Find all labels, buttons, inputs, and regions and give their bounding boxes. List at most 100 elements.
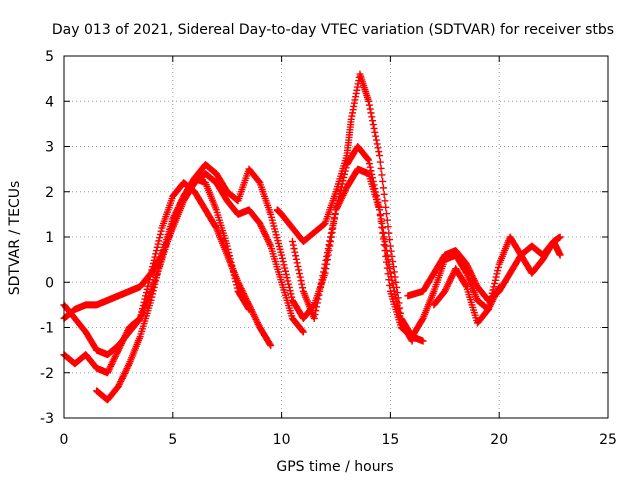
data-point-marker [389,258,397,266]
data-point-marker [369,117,377,125]
data-point-marker [441,287,449,295]
data-point-marker [418,316,426,324]
data-point-marker [125,361,133,369]
data-point-marker [389,280,397,288]
data-point-marker [262,232,270,240]
data-point-marker [261,231,269,239]
data-point-marker [124,363,132,371]
data-point-marker [292,255,300,263]
data-point-marker [119,373,127,381]
data-point-marker [148,293,156,301]
data-point-marker [382,252,390,260]
data-point-marker [337,195,345,203]
data-point-marker [337,196,345,204]
data-point-marker [390,263,398,271]
data-point-marker [256,219,264,227]
data-point-marker [229,268,237,276]
data-point-marker [255,178,263,186]
y-tick-label: -2 [40,366,54,382]
data-point-marker [156,261,164,269]
data-point-marker [392,278,400,286]
y-tick-label: -3 [40,411,54,427]
data-point-marker [233,281,241,289]
data-point-marker [494,263,502,271]
data-point-marker [122,330,130,338]
data-point-marker [368,113,376,121]
x-tick-label: 15 [381,432,399,448]
data-point-marker [382,203,390,211]
data-point-marker [170,213,178,221]
data-point-marker [229,265,237,273]
data-point-marker [377,217,385,225]
data-point-marker [377,164,385,172]
data-point-marker [265,239,273,247]
data-point-marker [384,223,392,231]
data-point-marker [340,190,348,198]
data-point-marker [107,361,115,369]
data-point-marker [281,267,289,275]
data-point-marker [488,289,496,297]
data-point-marker [491,280,499,288]
data-point-marker [379,177,387,185]
data-point-marker [466,268,474,276]
data-point-marker [378,171,386,179]
data-point-marker [152,274,160,282]
data-point-marker [177,197,185,205]
data-point-marker [443,282,451,290]
tick-labels: 0 5 10 15 20 25 -3 -2 -1 0 1 2 3 4 5 [40,49,617,448]
data-point-marker [280,261,288,269]
data-point-marker [395,299,403,307]
data-point-marker [465,265,473,273]
data-point-marker [330,214,338,222]
data-point-marker [366,163,374,171]
data-point-marker [108,359,116,367]
data-point-marker [445,279,453,287]
data-point-marker [327,233,335,241]
data-point-marker [341,188,349,196]
data-point-marker [383,251,391,259]
data-point-marker [299,284,307,292]
data-point-marker [114,348,122,356]
data-point-marker [299,328,307,336]
data-point-marker [232,278,240,286]
data-point-marker [376,152,384,160]
data-point-marker [290,245,298,253]
data-point-marker [212,223,220,231]
data-point-marker [119,336,127,344]
data-point-marker [281,264,289,272]
data-point-marker [365,101,373,109]
x-axis-label: GPS time / hours [276,459,393,475]
data-point-marker [293,259,301,267]
satellite-track-6 [288,165,503,341]
data-point-marker [310,314,318,322]
data-point-marker [224,245,232,253]
data-point-marker [153,243,161,251]
data-point-marker [286,287,294,295]
data-point-marker [383,258,391,266]
data-point-marker [284,277,292,285]
data-point-marker [468,271,476,279]
satellite-track-5 [273,70,427,345]
data-point-marker [327,229,335,237]
data-point-marker [393,289,401,297]
data-point-marker [118,376,126,384]
data-markers [60,70,564,404]
data-point-marker [472,280,480,288]
data-point-marker [264,236,272,244]
data-point-marker [251,314,259,322]
x-tick-label: 0 [60,432,69,448]
data-point-marker [318,276,326,284]
data-point-marker [171,210,179,218]
data-point-marker [312,307,320,315]
data-point-marker [115,345,123,353]
data-point-marker [556,233,564,241]
x-tick-label: 25 [599,432,617,448]
data-point-marker [114,346,122,354]
data-point-marker [372,132,380,140]
y-tick-label: 5 [45,49,54,65]
data-point-marker [311,311,319,319]
data-point-marker [299,327,307,335]
data-point-marker [383,216,391,224]
data-point-marker [485,302,493,310]
data-point-marker [336,198,344,206]
